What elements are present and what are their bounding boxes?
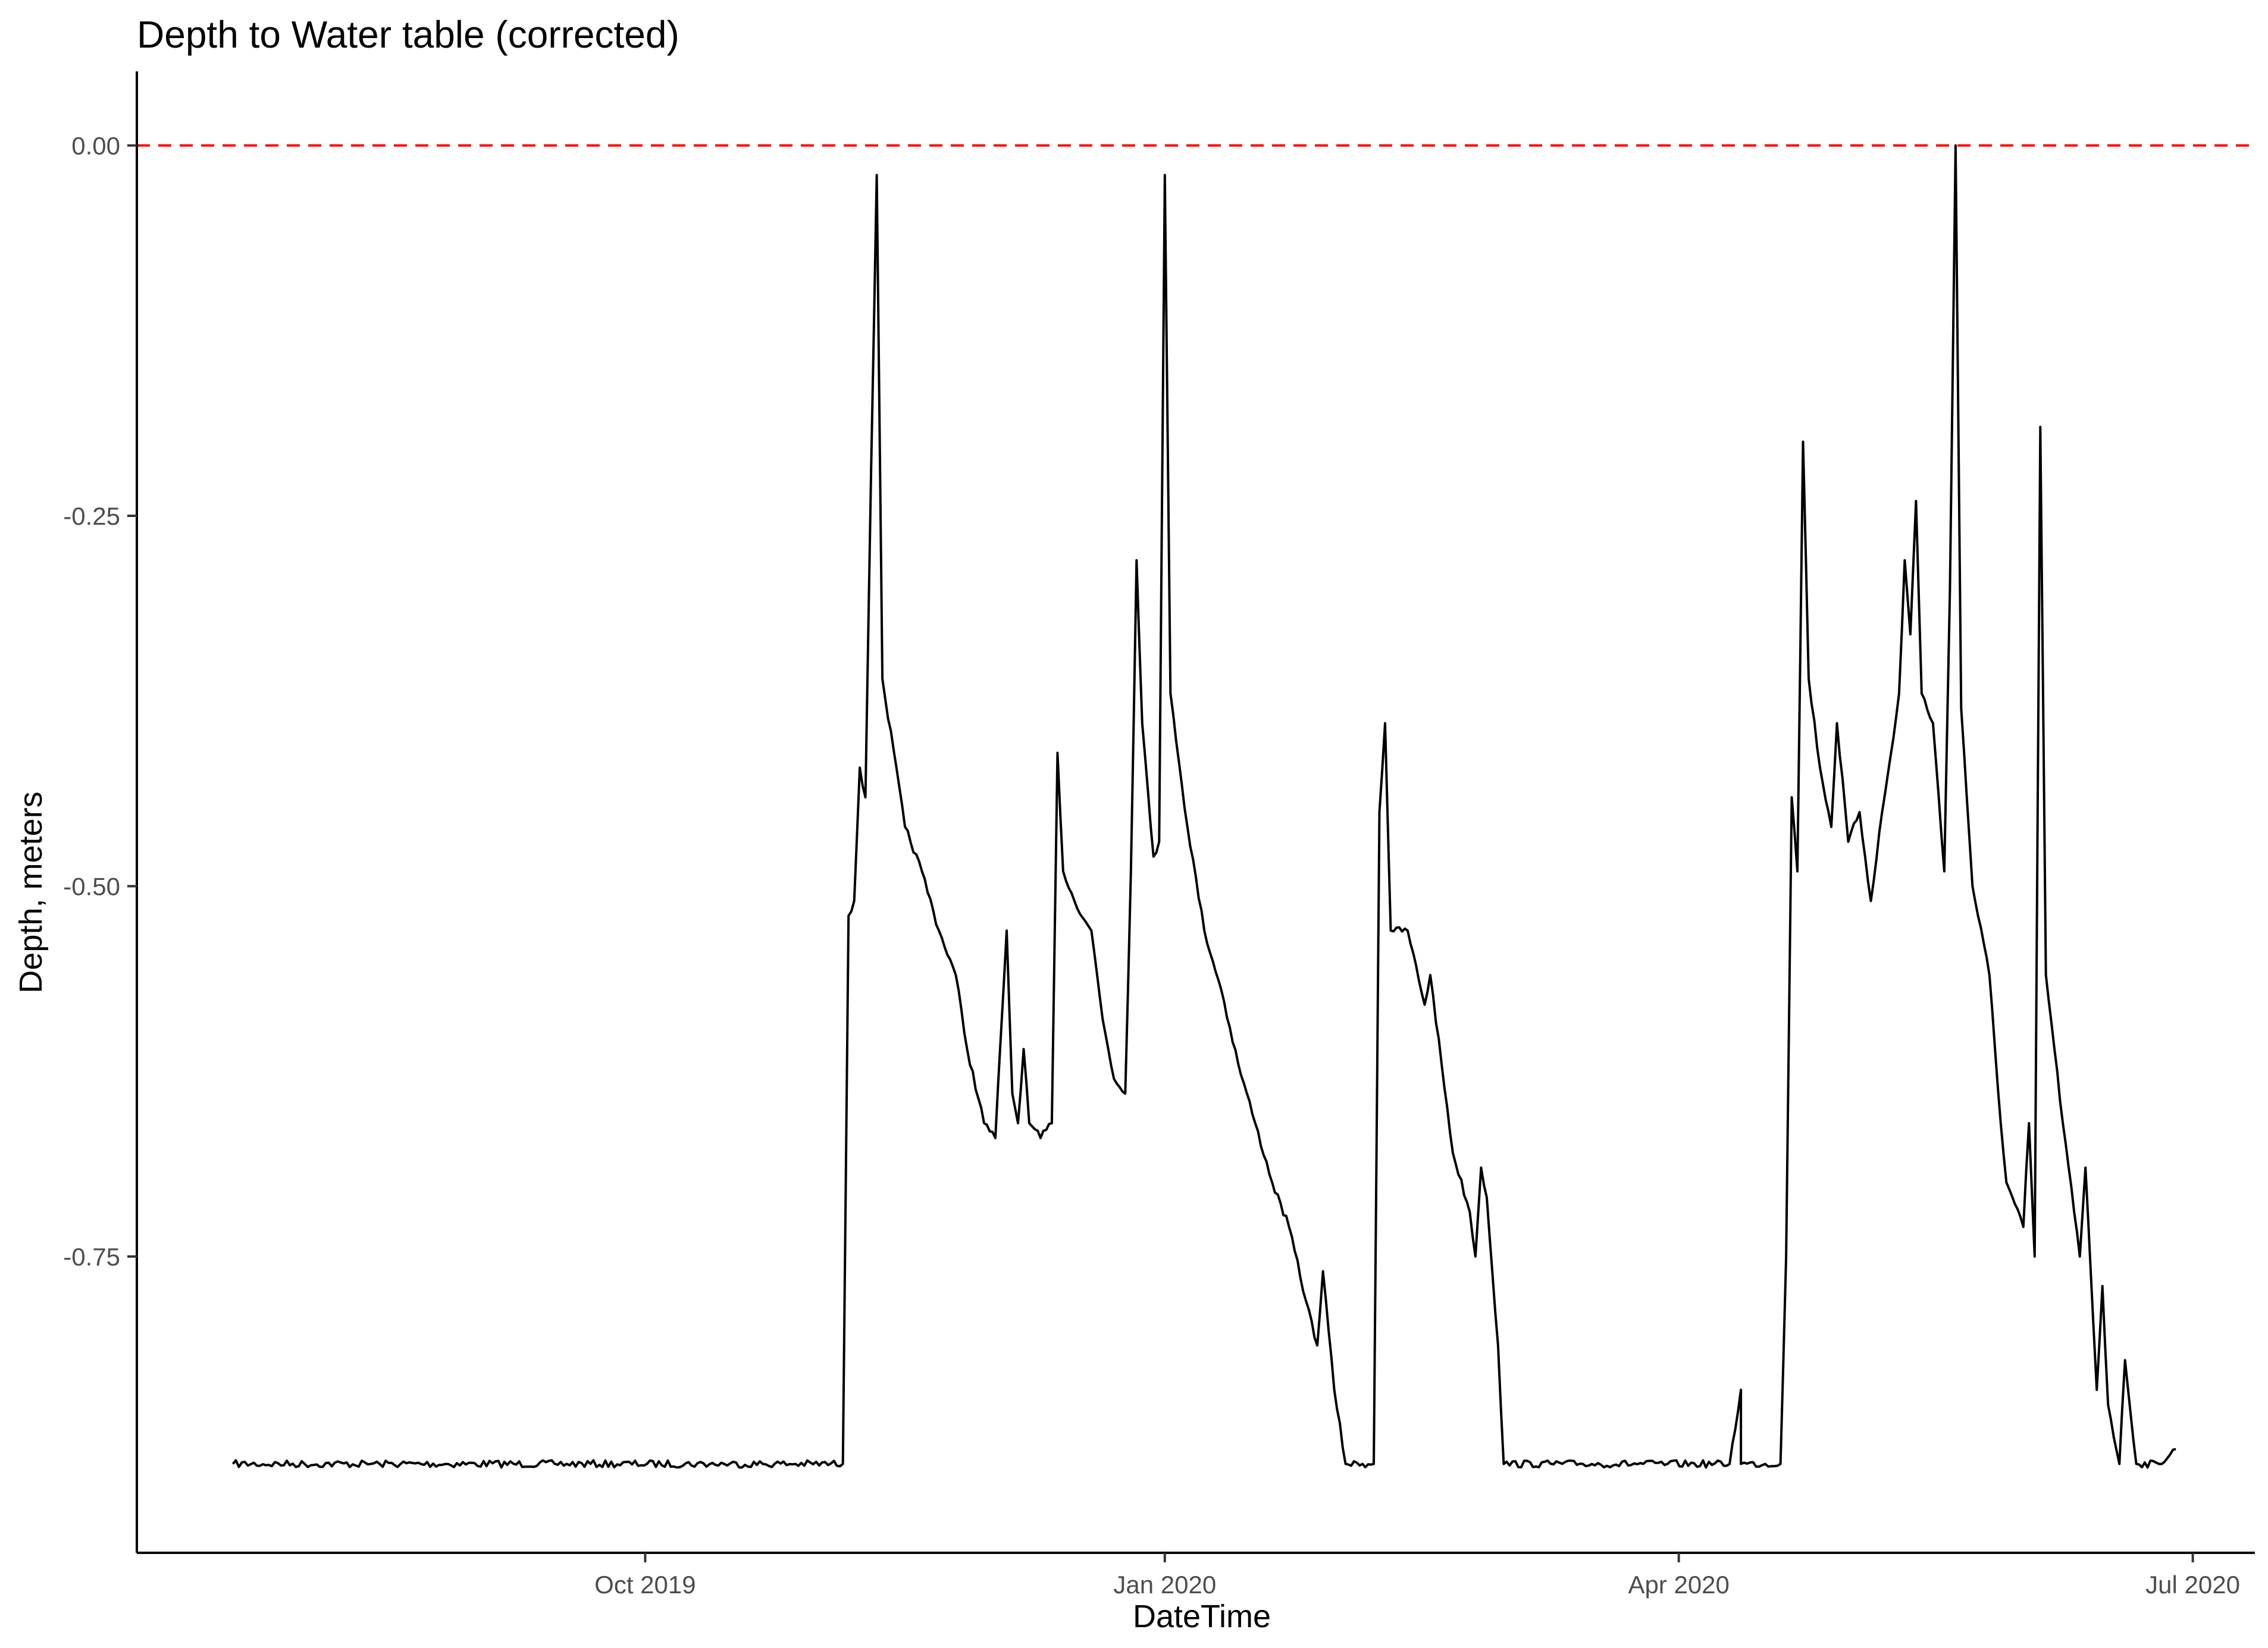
y-axis-label: Depth, meters [13, 791, 49, 993]
plot-area [137, 144, 2255, 1469]
x-tick-label: Oct 2019 [594, 1571, 696, 1599]
x-tick-label: Apr 2020 [1628, 1571, 1729, 1599]
x-axis-ticks: Oct 2019 Jan 2020 Apr 2020 Jul 2020 [594, 1553, 2240, 1599]
y-axis-ticks: 0.00 -0.25 -0.50 -0.75 [63, 132, 137, 1271]
y-tick-label: -0.50 [63, 873, 120, 901]
y-tick-label: -0.75 [63, 1243, 120, 1271]
y-tick-label: -0.25 [63, 502, 120, 530]
depth-series-line-0 [231, 144, 2176, 1469]
x-tick-label: Jan 2020 [1113, 1571, 1216, 1599]
x-tick-label: Jul 2020 [2145, 1571, 2240, 1599]
x-axis-label: DateTime [1133, 1599, 1271, 1634]
y-tick-label: 0.00 [71, 132, 120, 160]
chart-title: Depth to Water table (corrected) [137, 13, 679, 56]
